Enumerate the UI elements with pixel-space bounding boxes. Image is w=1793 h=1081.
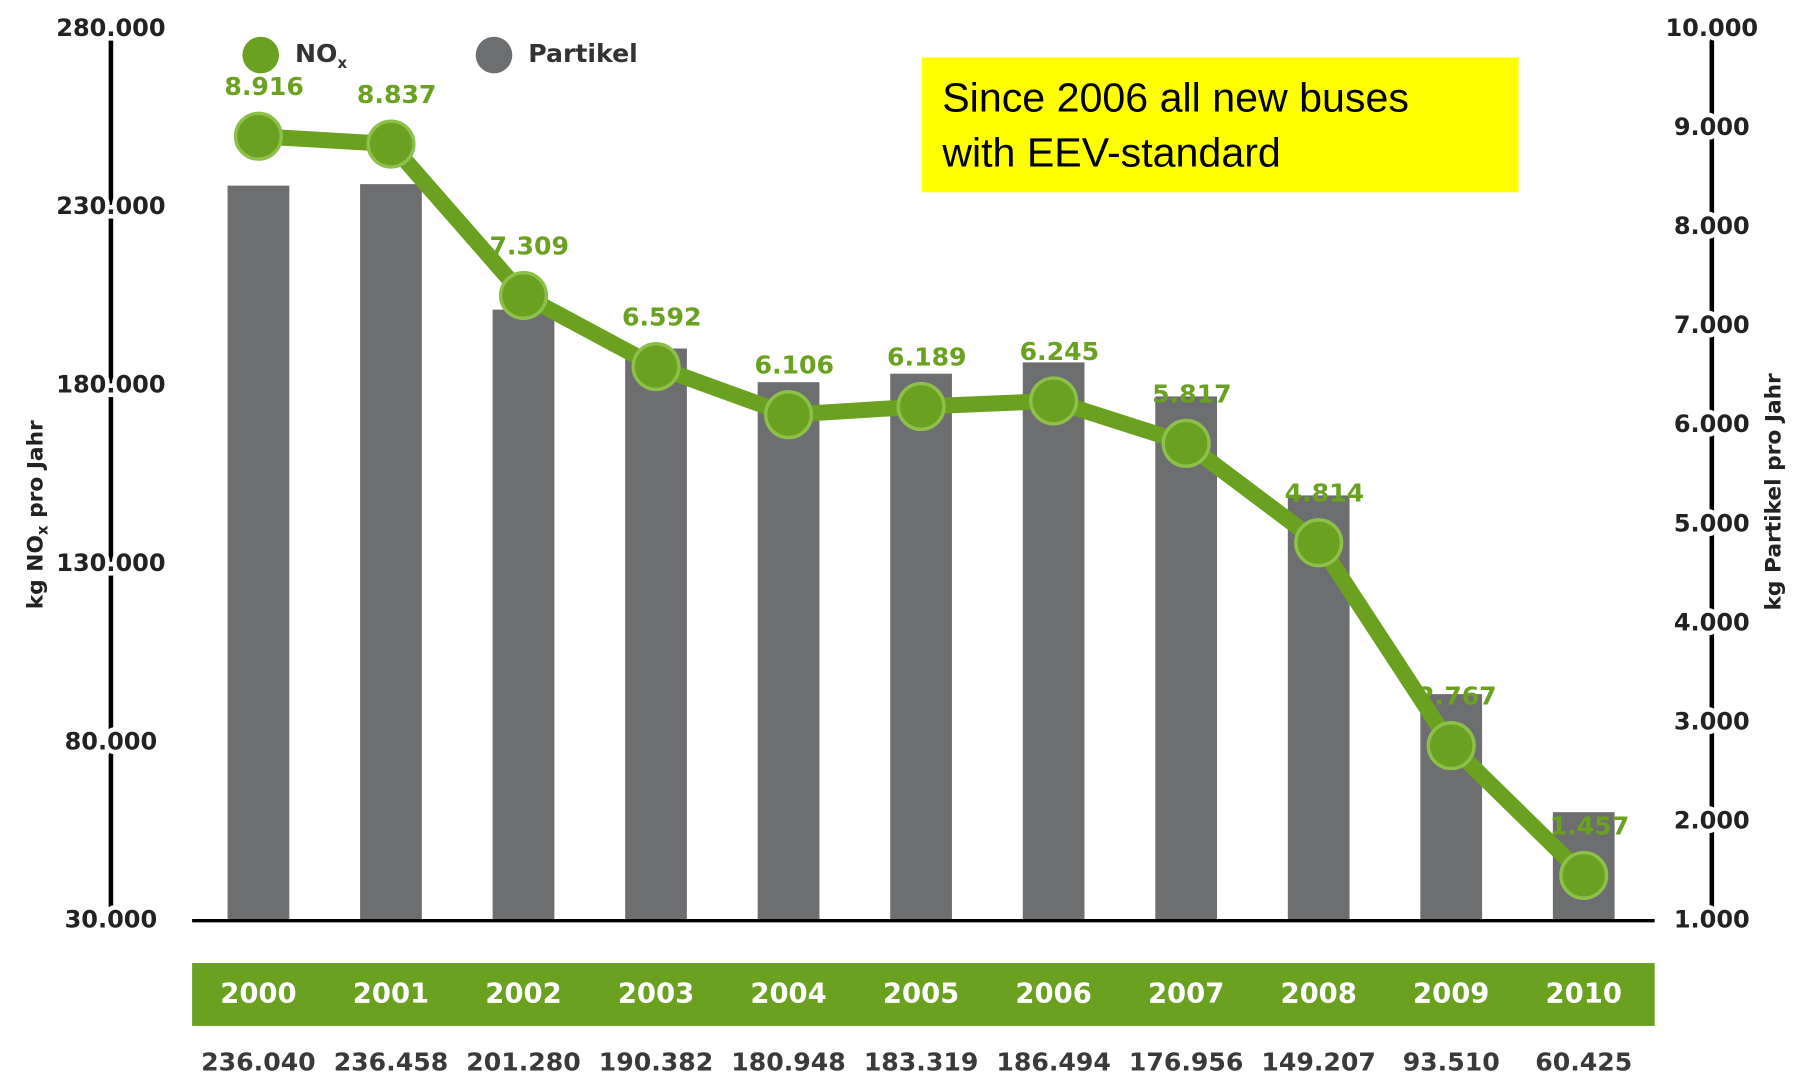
- y2-tick-label: 3.000: [1674, 708, 1750, 736]
- bar: [227, 185, 290, 921]
- y2-tick-label: 8.000: [1674, 212, 1750, 240]
- y2-tick-label: 5.000: [1674, 509, 1750, 537]
- x-tick-label: 2003: [618, 979, 694, 1010]
- legend-label: Partikel: [528, 39, 637, 68]
- line-value-label: 8.837: [357, 80, 437, 109]
- legend-marker: [242, 36, 280, 74]
- line-value-label: 6.106: [755, 351, 835, 380]
- bar-value-label: 236.040: [201, 1048, 316, 1077]
- line-value-label: 6.189: [887, 342, 967, 371]
- y-tick-label: 80.000: [65, 727, 158, 755]
- bar-value-label: 236.458: [334, 1048, 449, 1077]
- y-tick-label: 230.000: [56, 192, 165, 220]
- y-axis-label-sub: x: [33, 525, 51, 535]
- bar: [625, 348, 687, 921]
- x-tick-label: 2005: [883, 979, 959, 1010]
- line-value-label: 5.817: [1152, 379, 1232, 408]
- legend-label-text: NO: [295, 39, 337, 68]
- bar-value-label: 201.280: [466, 1048, 581, 1077]
- annotation-box: [921, 57, 1519, 193]
- line-value-label: 6.245: [1020, 337, 1100, 366]
- line-marker: [1161, 418, 1211, 468]
- x-tick-label: 2001: [353, 979, 429, 1010]
- line-value-label: 8.916: [224, 72, 304, 101]
- line-marker: [366, 119, 416, 169]
- bar-value-label: 60.425: [1535, 1048, 1632, 1077]
- y2-tick-label: 10.000: [1665, 14, 1758, 42]
- line-value-label: 6.592: [622, 303, 702, 332]
- bar: [890, 373, 952, 921]
- line-marker: [896, 381, 946, 432]
- line-marker: [1426, 721, 1476, 771]
- line-marker: [1559, 850, 1609, 901]
- y-tick-label: 180.000: [56, 371, 165, 399]
- y2-tick-label: 7.000: [1674, 311, 1750, 339]
- legend-label: NOx: [295, 39, 347, 72]
- line-value-label: 7.309: [489, 231, 569, 260]
- y2-axis-label: kg Partikel pro Jahr: [1762, 373, 1787, 611]
- bar: [1022, 362, 1085, 921]
- bar-value-label: 186.494: [996, 1048, 1111, 1077]
- bar-value-label: 176.956: [1129, 1048, 1244, 1077]
- y-tick-label: 130.000: [56, 549, 165, 577]
- line-marker: [631, 341, 681, 392]
- x-tick-label: 2002: [485, 979, 561, 1010]
- line-marker: [1029, 376, 1079, 426]
- bar: [492, 309, 555, 921]
- legend-label-text: Partikel: [528, 39, 637, 68]
- legend-marker: [475, 36, 513, 74]
- line-value-label: 2.767: [1417, 682, 1497, 711]
- line-marker: [233, 111, 284, 161]
- line-marker: [763, 390, 814, 440]
- y2-tick-label: 1.000: [1674, 906, 1750, 934]
- bar-value-label: 93.510: [1403, 1048, 1500, 1077]
- x-tick-label: 2006: [1015, 979, 1091, 1010]
- y-axis-label-part: kg NO: [24, 535, 49, 609]
- line-marker: [498, 270, 549, 321]
- y2-tick-label: 6.000: [1674, 410, 1750, 438]
- y-tick-label: 30.000: [65, 906, 158, 934]
- x-tick-label: 2004: [750, 979, 826, 1010]
- bar-value-label: 190.382: [599, 1048, 714, 1077]
- bar-value-label: 180.948: [731, 1048, 846, 1077]
- y-axis-label: kg NOx pro Jahr: [24, 420, 52, 609]
- line-value-label: 1.457: [1550, 811, 1630, 840]
- annotation: with EEV-standard: [941, 130, 1281, 176]
- y2-tick-label: 2.000: [1674, 807, 1750, 835]
- y2-tick-label: 9.000: [1674, 113, 1750, 141]
- line-marker: [1294, 518, 1344, 568]
- bar-value-label: 149.207: [1261, 1048, 1376, 1077]
- y-tick-label: 280.000: [56, 14, 165, 42]
- x-tick-label: 2008: [1280, 979, 1356, 1010]
- legend-label-sub: x: [337, 54, 347, 72]
- x-tick-label: 2010: [1546, 979, 1622, 1010]
- y2-tick-label: 4.000: [1674, 608, 1750, 636]
- x-tick-label: 2007: [1148, 979, 1224, 1010]
- x-tick-label: 2000: [220, 979, 296, 1010]
- y-axis-label-part: pro Jahr: [24, 420, 49, 525]
- x-tick-label: 2009: [1413, 979, 1489, 1010]
- bar: [360, 184, 422, 921]
- bar: [757, 382, 820, 921]
- line-value-label: 4.814: [1285, 479, 1365, 508]
- bar-value-label: 183.319: [864, 1048, 979, 1077]
- bar: [1155, 396, 1218, 921]
- category-band: [192, 963, 1655, 1026]
- annotation: Since 2006 all new buses: [942, 75, 1409, 121]
